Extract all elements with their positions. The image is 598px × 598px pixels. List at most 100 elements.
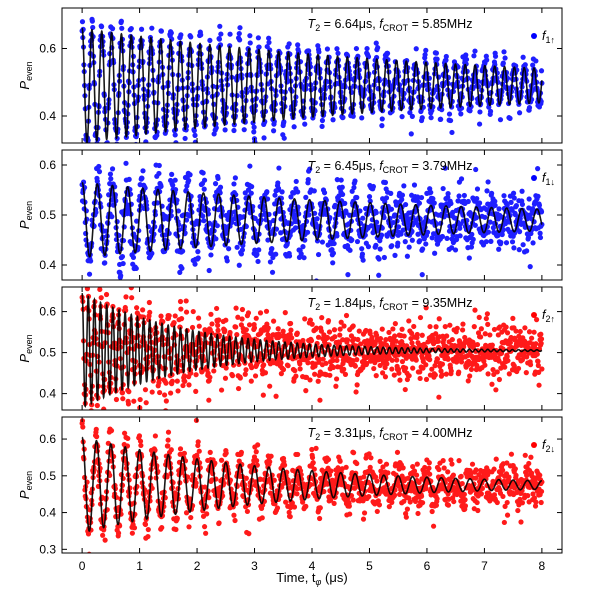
data-point	[246, 322, 253, 328]
data-point	[347, 511, 353, 517]
y-tick-label: 0.4	[39, 258, 56, 272]
data-point	[418, 194, 425, 201]
data-point	[385, 470, 391, 476]
data-point	[288, 194, 294, 200]
data-point	[190, 308, 196, 315]
data-point	[256, 247, 262, 253]
data-point	[513, 203, 520, 209]
data-point	[173, 526, 179, 533]
data-point	[398, 231, 404, 237]
data-point	[306, 212, 312, 218]
data-point	[227, 43, 233, 49]
data-point	[123, 294, 129, 300]
data-point	[325, 318, 332, 324]
data-point	[428, 189, 434, 196]
data-point	[332, 202, 338, 208]
data-point	[182, 378, 188, 384]
data-point	[501, 193, 507, 199]
data-point	[267, 259, 274, 265]
data-point	[346, 503, 352, 509]
data-point	[248, 378, 254, 384]
data-point	[519, 201, 526, 207]
y-tick-label: 0.6	[39, 305, 56, 319]
data-point	[193, 372, 199, 378]
data-point	[278, 360, 284, 366]
data-point	[417, 314, 424, 321]
data-point	[439, 233, 446, 240]
data-point	[323, 360, 329, 366]
data-point	[410, 365, 416, 371]
data-point	[109, 214, 115, 220]
data-point	[107, 171, 114, 177]
data-point	[209, 321, 215, 327]
data-point	[406, 373, 412, 379]
data-point	[309, 321, 315, 327]
data-point	[352, 363, 358, 369]
data-point	[246, 531, 252, 537]
data-point	[254, 251, 260, 258]
data-point	[206, 267, 212, 274]
data-point	[400, 465, 406, 471]
y-axis-label: Peven	[17, 201, 34, 229]
data-point	[96, 169, 103, 175]
data-point	[239, 306, 246, 313]
data-point	[505, 358, 511, 364]
data-point	[208, 252, 214, 258]
data-point	[224, 258, 230, 264]
data-point	[212, 181, 219, 187]
data-point	[180, 248, 186, 254]
data-point	[497, 117, 504, 123]
data-point	[420, 246, 426, 252]
data-point	[424, 229, 431, 235]
data-point	[134, 305, 140, 311]
data-point	[291, 190, 297, 196]
data-point	[247, 163, 253, 169]
data-point	[361, 474, 367, 480]
data-point	[217, 184, 224, 190]
data-point	[434, 356, 441, 362]
data-point	[446, 111, 453, 117]
data-point	[471, 324, 477, 330]
data-point	[528, 230, 534, 237]
data-point	[452, 247, 459, 253]
data-point	[327, 372, 333, 378]
data-point	[100, 532, 106, 538]
data-point	[203, 530, 209, 536]
data-point	[138, 442, 144, 449]
data-point	[350, 323, 356, 329]
data-points	[79, 160, 545, 280]
data-point	[165, 443, 171, 449]
data-point	[177, 446, 184, 452]
data-points	[79, 287, 545, 410]
data-point	[429, 235, 435, 241]
data-point	[211, 368, 217, 374]
data-point	[295, 42, 301, 48]
data-point	[457, 233, 463, 239]
data-point	[215, 327, 221, 333]
data-point	[471, 53, 477, 59]
data-point	[90, 24, 96, 31]
data-point	[129, 530, 135, 536]
data-point	[103, 291, 110, 298]
data-point	[317, 397, 323, 403]
data-point	[472, 307, 478, 313]
data-point	[507, 339, 513, 346]
data-point	[364, 45, 370, 52]
data-point	[186, 524, 192, 530]
data-point	[435, 338, 441, 344]
data-point	[404, 253, 410, 259]
data-point	[302, 316, 308, 322]
data-point	[207, 449, 213, 455]
data-point	[295, 189, 301, 195]
data-point	[315, 251, 322, 258]
data-point	[493, 387, 499, 393]
data-point	[377, 458, 383, 464]
data-point	[238, 449, 244, 455]
data-point	[354, 357, 360, 363]
data-point	[371, 365, 377, 372]
data-point	[252, 247, 258, 253]
data-point	[533, 341, 539, 347]
data-point	[326, 329, 333, 335]
data-point	[242, 371, 248, 377]
data-point	[186, 213, 192, 219]
